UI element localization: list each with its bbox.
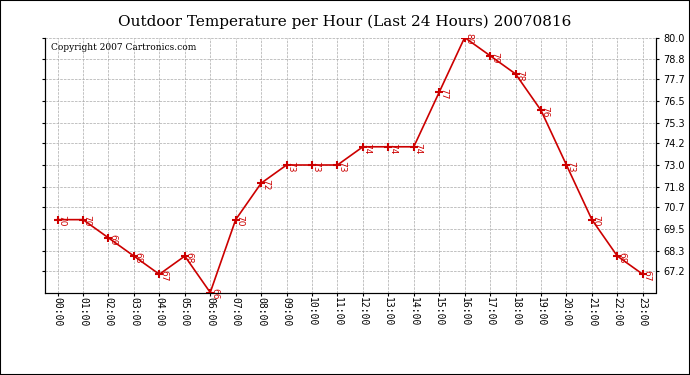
Text: 72: 72	[261, 179, 270, 190]
Text: Copyright 2007 Cartronics.com: Copyright 2007 Cartronics.com	[51, 43, 197, 52]
Text: 70: 70	[83, 216, 92, 227]
Text: 73: 73	[286, 161, 295, 172]
Text: 76: 76	[541, 106, 550, 118]
Text: 67: 67	[642, 270, 651, 282]
Text: Outdoor Temperature per Hour (Last 24 Hours) 20070816: Outdoor Temperature per Hour (Last 24 Ho…	[118, 15, 572, 29]
Text: 77: 77	[439, 88, 448, 99]
Text: 80: 80	[464, 33, 473, 45]
Text: 79: 79	[490, 51, 499, 63]
Text: 69: 69	[108, 234, 117, 245]
Text: 73: 73	[312, 161, 321, 172]
Text: 74: 74	[362, 142, 371, 154]
Text: 73: 73	[337, 161, 346, 172]
Text: 70: 70	[57, 216, 66, 227]
Text: 73: 73	[566, 161, 575, 172]
Text: 68: 68	[617, 252, 626, 263]
Text: 74: 74	[388, 142, 397, 154]
Text: 74: 74	[413, 142, 422, 154]
Text: 70: 70	[235, 216, 244, 227]
Text: 68: 68	[184, 252, 193, 263]
Text: 78: 78	[515, 70, 524, 81]
Text: 70: 70	[591, 216, 600, 227]
Text: 68: 68	[134, 252, 143, 263]
Text: 66: 66	[210, 288, 219, 300]
Text: 67: 67	[159, 270, 168, 282]
